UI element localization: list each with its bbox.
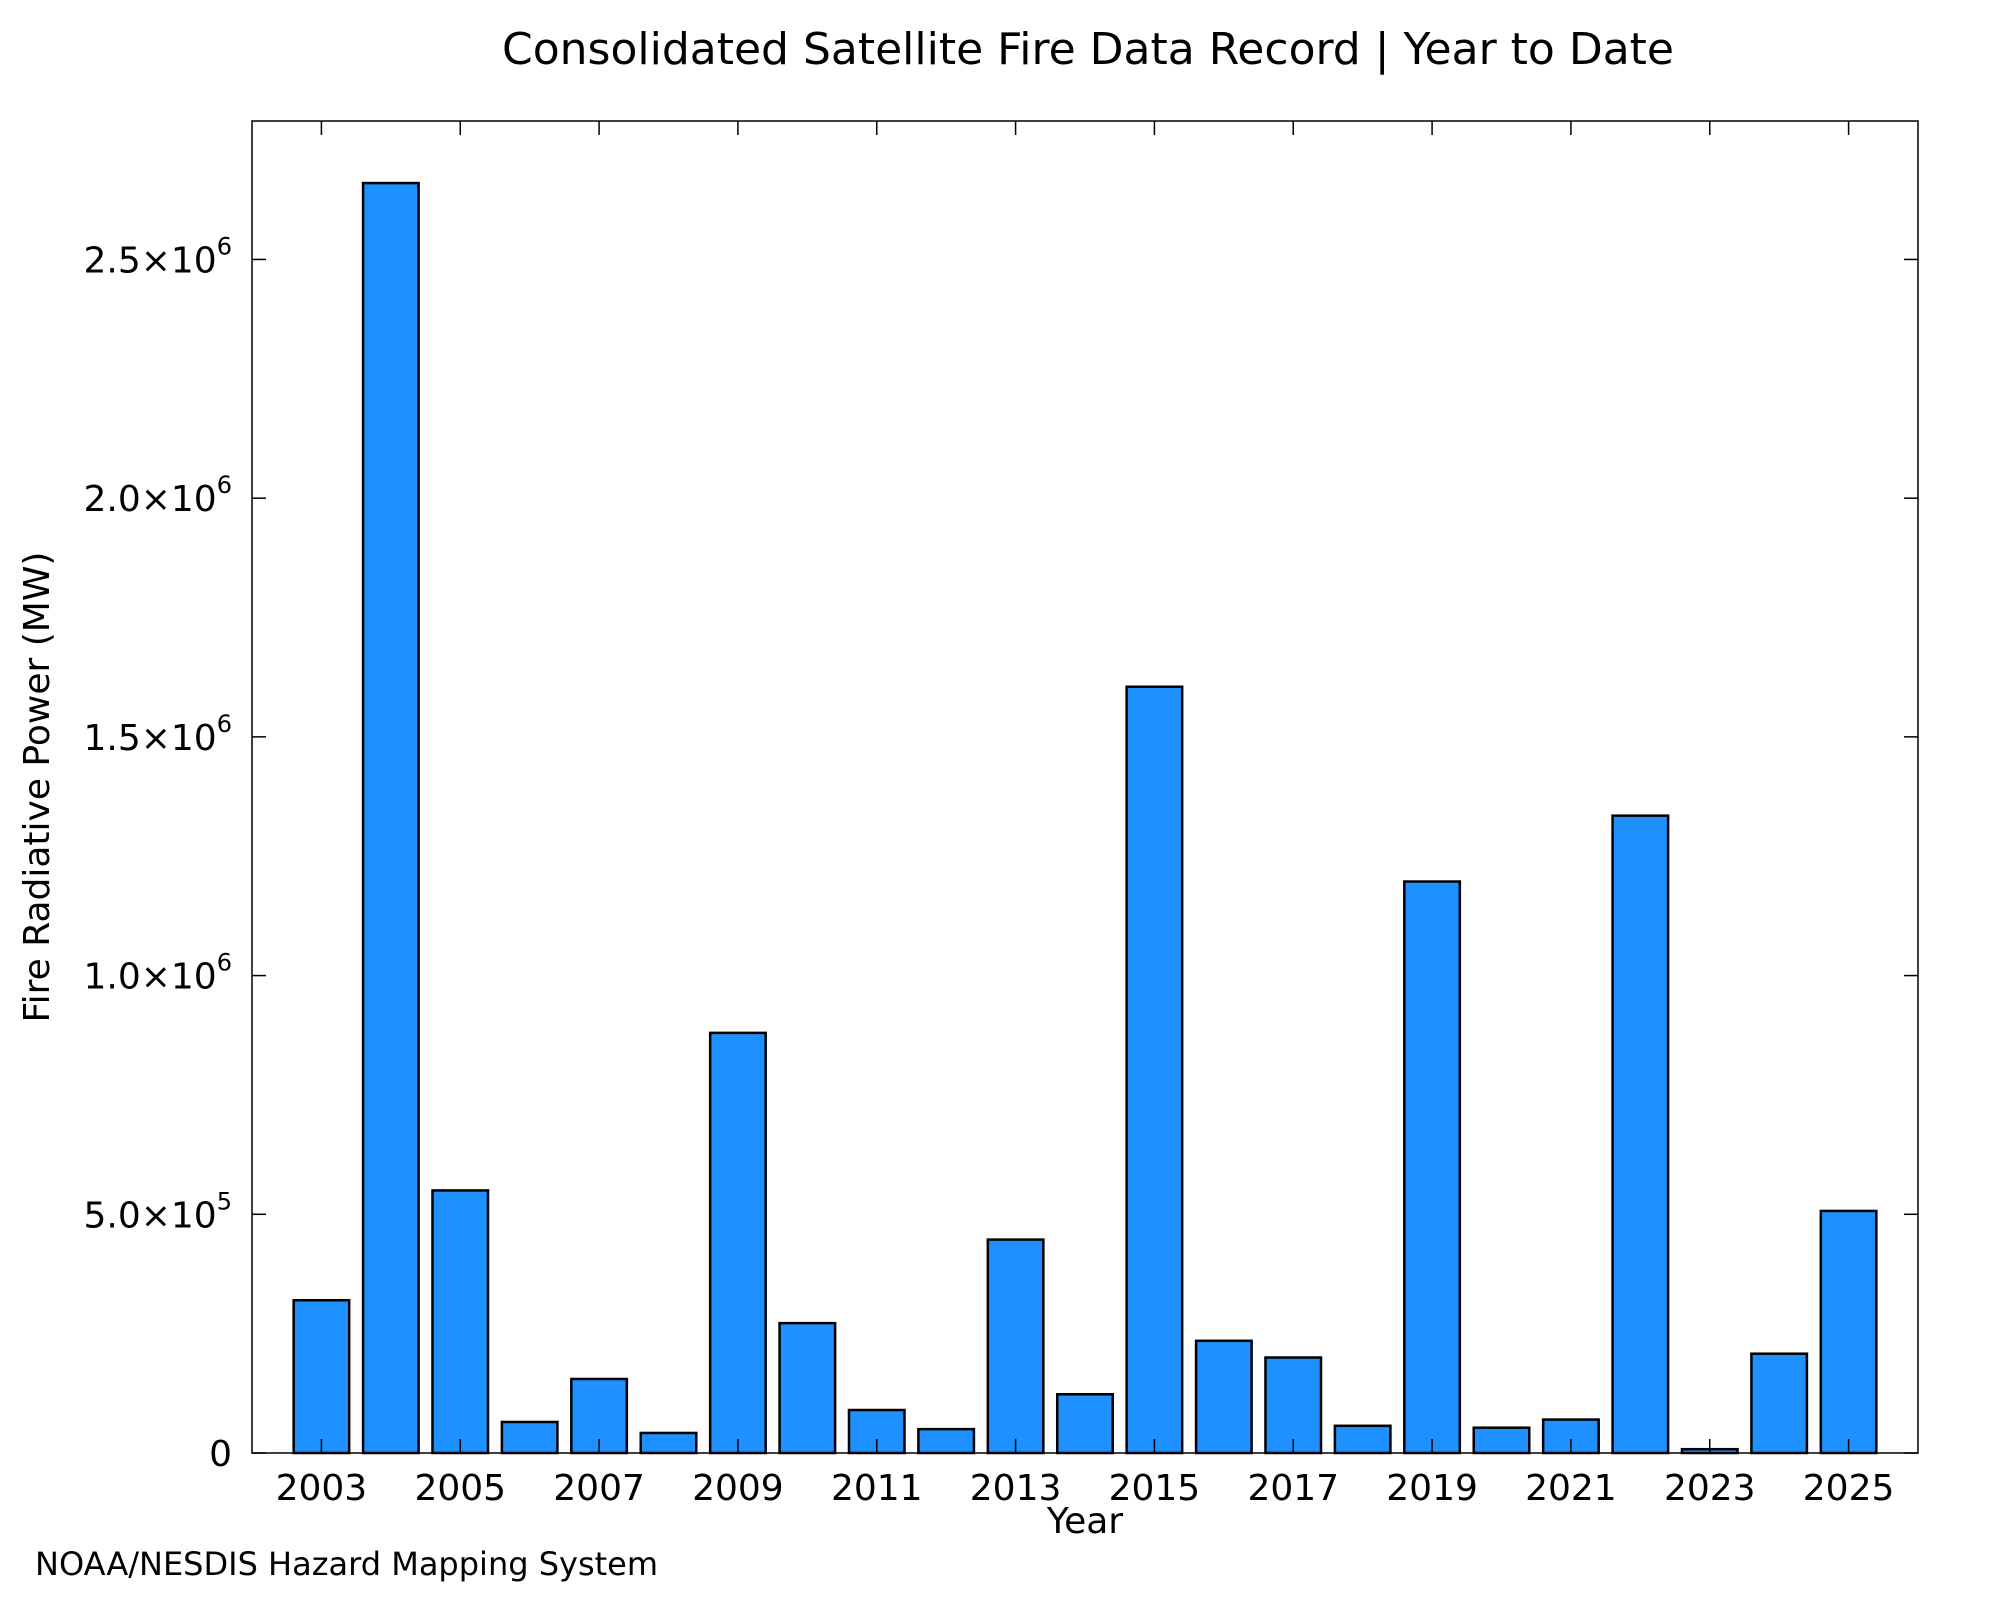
bar-2015 — [1125, 685, 1184, 1455]
x-tick-label-2017: 2017 — [1247, 1468, 1339, 1509]
x-tick-label-2021: 2021 — [1525, 1468, 1617, 1509]
bar-2003 — [292, 1298, 351, 1455]
y-tick-label-500000: 5.0×105 — [83, 1187, 232, 1236]
bar-2010 — [778, 1321, 837, 1455]
bar-2013 — [986, 1238, 1045, 1455]
x-tick-label-2003: 2003 — [276, 1468, 368, 1509]
x-axis-label: Year — [1046, 1501, 1123, 1542]
bar-2009 — [708, 1031, 767, 1455]
y-tick-label-2500000: 2.5×106 — [83, 232, 232, 281]
bar-2024 — [1750, 1352, 1809, 1455]
source-credit: NOAA/NESDIS Hazard Mapping System — [35, 1545, 658, 1583]
bar-2025 — [1819, 1209, 1878, 1455]
bars-layer — [292, 181, 1878, 1455]
bar-2004 — [361, 181, 420, 1455]
y-tick-label-0: 0 — [209, 1434, 232, 1475]
x-tick-label-2023: 2023 — [1664, 1468, 1756, 1509]
x-tick-label-2019: 2019 — [1386, 1468, 1478, 1509]
bar-2017 — [1264, 1356, 1323, 1455]
x-tick-label-2005: 2005 — [414, 1468, 506, 1509]
bar-2020 — [1472, 1426, 1531, 1455]
x-tick-label-2015: 2015 — [1109, 1468, 1201, 1509]
chart-title: Consolidated Satellite Fire Data Record … — [502, 24, 1674, 75]
bar-2006 — [500, 1420, 559, 1455]
x-tick-label-2011: 2011 — [831, 1468, 923, 1509]
x-tick-label-2009: 2009 — [692, 1468, 784, 1509]
bar-2019 — [1403, 880, 1462, 1455]
bar-2014 — [1055, 1393, 1115, 1455]
bar-2012 — [917, 1427, 976, 1455]
axes-layer: 2003 2005 2007 2009 2011 2013 2015 2017 2019 2021… — [83, 121, 1918, 1509]
x-tick-label-2007: 2007 — [553, 1468, 645, 1509]
bar-2005 — [431, 1189, 490, 1455]
y-tick-label-1500000: 1.5×106 — [83, 710, 232, 759]
y-tick-label-1000000: 1.0×106 — [83, 949, 232, 998]
x-tick-label-2025: 2025 — [1803, 1468, 1895, 1509]
y-tick-label-2000000: 2.0×106 — [83, 471, 232, 520]
y-axis-label: Fire Radiative Power (MW) — [17, 552, 58, 1023]
bar-2016 — [1194, 1339, 1253, 1455]
x-tick-label-2013: 2013 — [970, 1468, 1062, 1509]
bar-2022 — [1611, 814, 1670, 1455]
bar-2018 — [1333, 1424, 1392, 1455]
bar-2008 — [639, 1431, 698, 1455]
plot-frame — [251, 120, 1919, 1454]
